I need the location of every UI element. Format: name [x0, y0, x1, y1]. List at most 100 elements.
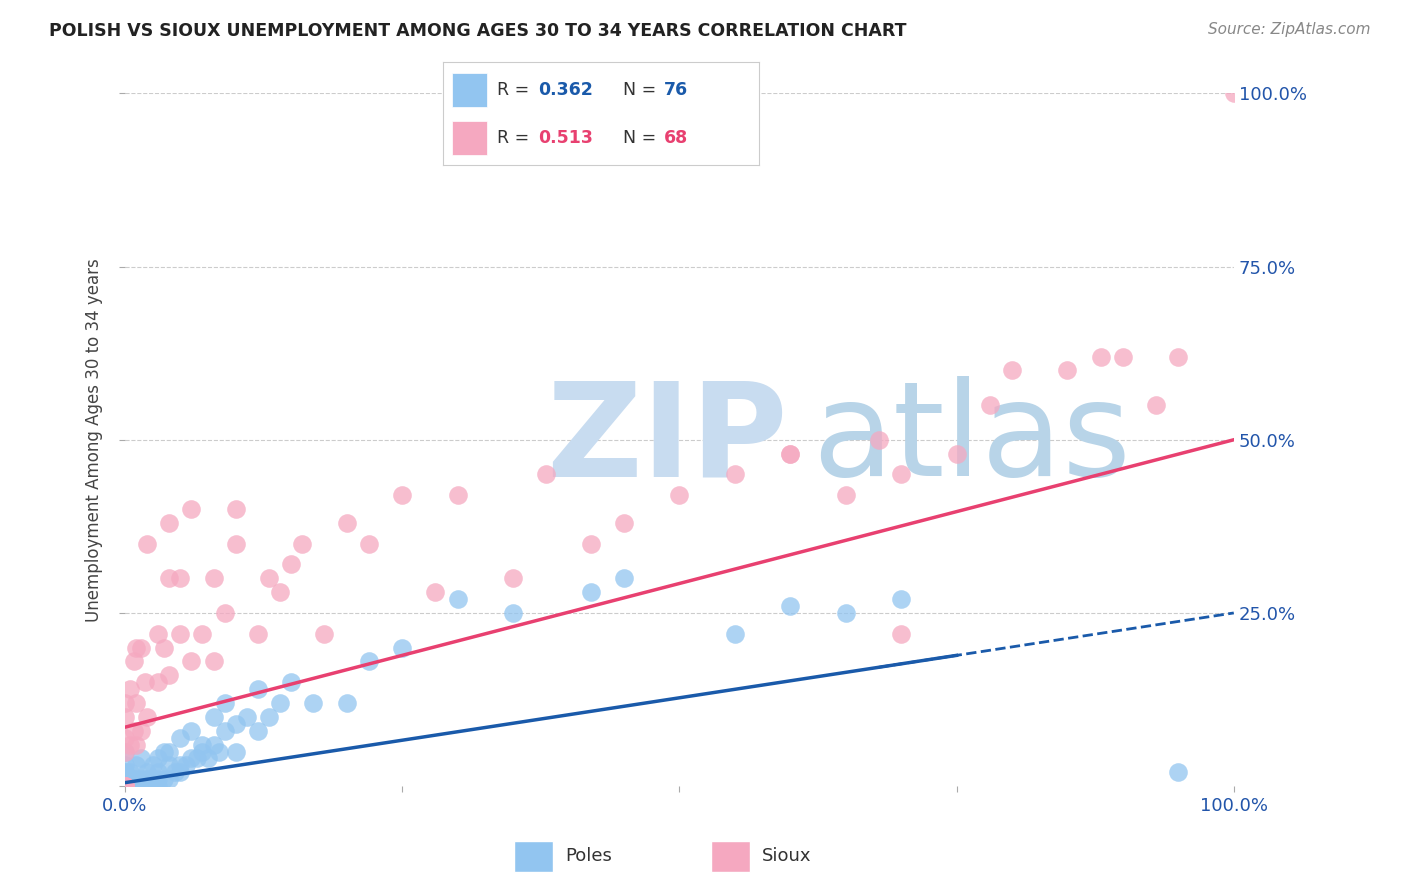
Point: [120, 682, 142, 697]
Point: [146, 772, 169, 787]
Point: [1056, 363, 1078, 377]
Point: [114, 779, 136, 793]
Point: [197, 751, 219, 765]
Point: [446, 488, 468, 502]
Text: 68: 68: [665, 128, 689, 147]
Point: [186, 751, 208, 765]
Point: [246, 682, 269, 697]
Point: [114, 731, 136, 745]
Point: [131, 779, 153, 793]
Point: [136, 536, 159, 550]
Point: [779, 599, 801, 613]
Point: [125, 696, 148, 710]
Text: ZIP: ZIP: [546, 376, 787, 503]
Point: [146, 675, 169, 690]
Point: [136, 779, 159, 793]
Point: [357, 655, 380, 669]
Point: [163, 765, 186, 780]
Point: [134, 675, 156, 690]
Point: [180, 502, 202, 516]
Point: [979, 398, 1001, 412]
Point: [125, 758, 148, 772]
Point: [1167, 765, 1189, 780]
Point: [122, 655, 145, 669]
FancyBboxPatch shape: [453, 73, 486, 106]
Point: [225, 716, 247, 731]
Text: N =: N =: [623, 80, 662, 99]
Point: [225, 536, 247, 550]
Point: [152, 744, 174, 758]
Point: [114, 779, 136, 793]
Point: [668, 488, 690, 502]
Point: [157, 744, 180, 758]
Text: Sioux: Sioux: [762, 847, 811, 865]
Point: [122, 723, 145, 738]
Point: [146, 779, 169, 793]
Point: [1112, 350, 1135, 364]
Point: [890, 467, 912, 482]
Point: [302, 696, 325, 710]
Point: [114, 779, 136, 793]
Point: [357, 536, 380, 550]
Point: [131, 640, 153, 655]
Point: [142, 772, 165, 787]
Text: R =: R =: [496, 128, 534, 147]
Point: [214, 696, 236, 710]
Point: [125, 738, 148, 752]
Point: [314, 626, 336, 640]
Point: [131, 723, 153, 738]
Point: [114, 779, 136, 793]
Point: [225, 744, 247, 758]
Point: [214, 723, 236, 738]
Point: [280, 675, 302, 690]
Point: [269, 696, 291, 710]
Point: [236, 710, 259, 724]
Point: [834, 488, 856, 502]
Point: [114, 765, 136, 780]
Point: [890, 592, 912, 607]
Point: [157, 772, 180, 787]
Point: [122, 779, 145, 793]
Point: [114, 758, 136, 772]
Point: [169, 571, 191, 585]
Point: [146, 626, 169, 640]
Point: [391, 640, 413, 655]
Point: [169, 626, 191, 640]
Point: [157, 516, 180, 530]
Point: [214, 606, 236, 620]
Point: [391, 488, 413, 502]
Point: [257, 571, 280, 585]
Point: [246, 626, 269, 640]
Point: [114, 772, 136, 787]
Point: [127, 779, 149, 793]
Point: [114, 779, 136, 793]
Point: [280, 558, 302, 572]
Point: [120, 772, 142, 787]
Point: [174, 758, 197, 772]
Point: [136, 710, 159, 724]
Point: [202, 710, 225, 724]
Point: [579, 585, 602, 599]
FancyBboxPatch shape: [515, 840, 554, 872]
Point: [191, 626, 214, 640]
Point: [152, 640, 174, 655]
Point: [1090, 350, 1112, 364]
Text: Poles: Poles: [565, 847, 612, 865]
Point: [446, 592, 468, 607]
Point: [169, 765, 191, 780]
Point: [114, 779, 136, 793]
Point: [191, 738, 214, 752]
Text: R =: R =: [496, 80, 534, 99]
Text: atlas: atlas: [813, 376, 1132, 503]
Point: [114, 779, 136, 793]
Point: [579, 536, 602, 550]
Point: [125, 772, 148, 787]
Point: [868, 433, 890, 447]
Point: [136, 772, 159, 787]
Point: [131, 751, 153, 765]
Point: [114, 765, 136, 780]
Point: [202, 738, 225, 752]
Point: [779, 447, 801, 461]
Point: [114, 744, 136, 758]
Point: [125, 779, 148, 793]
